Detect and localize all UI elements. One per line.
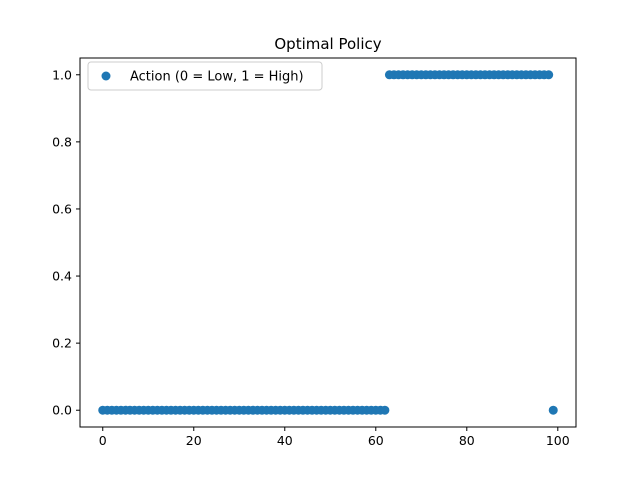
y-tick-label: 0.4 [52,269,72,284]
x-tick-label: 80 [459,433,475,448]
axes-frame [79,57,577,428]
x-tick-label: 40 [277,433,293,448]
chart-title: Optimal Policy [274,35,381,53]
plot-background [80,58,576,427]
data-point [380,405,390,415]
legend-label: Action (0 = Low, 1 = High) [130,70,304,85]
legend-box [87,61,323,91]
y-tick-label: 0.8 [52,134,72,149]
plot-area: 0 20 40 60 80 100 0.0 0.2 0.4 0.6 0.8 1.0 [52,57,577,448]
legend-marker [101,71,111,81]
y-tick-label: 0.6 [52,201,72,216]
legend: Action (0 = Low, 1 = High) [87,61,323,91]
data-point [544,70,554,80]
y-tick-label: 0.0 [52,403,72,418]
y-axis: 0.0 0.2 0.4 0.6 0.8 1.0 [52,67,80,418]
x-tick-label: 20 [186,433,202,448]
data-point [548,405,558,415]
x-tick-label: 100 [546,433,570,448]
x-tick-label: 0 [99,433,107,448]
data-points [98,70,558,415]
y-tick-label: 0.2 [52,336,72,351]
x-axis: 0 20 40 60 80 100 [99,427,570,448]
x-tick-label: 60 [368,433,384,448]
y-tick-label: 1.0 [52,67,72,82]
